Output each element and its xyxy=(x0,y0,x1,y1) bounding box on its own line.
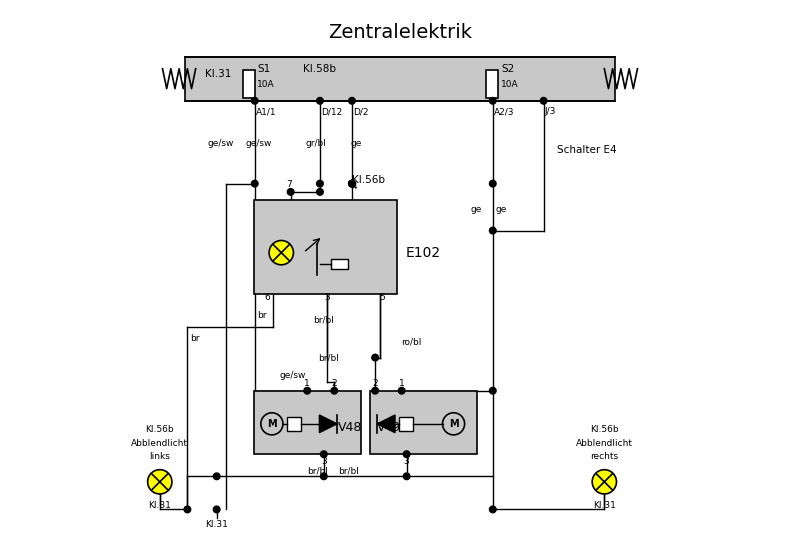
Text: gr/bl: gr/bl xyxy=(305,139,326,148)
Circle shape xyxy=(148,470,172,494)
Circle shape xyxy=(261,413,283,435)
Text: 3: 3 xyxy=(324,293,330,302)
Text: br: br xyxy=(257,311,266,320)
Circle shape xyxy=(592,470,617,494)
Text: ge/sw: ge/sw xyxy=(207,139,234,148)
Text: 1: 1 xyxy=(398,379,405,388)
Circle shape xyxy=(490,180,496,187)
Circle shape xyxy=(398,387,405,394)
Circle shape xyxy=(490,387,496,394)
Circle shape xyxy=(540,98,547,104)
Circle shape xyxy=(372,387,378,394)
Text: 5: 5 xyxy=(379,293,386,302)
Circle shape xyxy=(304,387,310,394)
Text: V49: V49 xyxy=(377,421,401,434)
Text: A2/3: A2/3 xyxy=(494,108,514,117)
Text: V48: V48 xyxy=(338,421,362,434)
Text: Kl.56b: Kl.56b xyxy=(146,425,174,434)
Text: Kl.56b: Kl.56b xyxy=(590,425,618,434)
Text: ge/sw: ge/sw xyxy=(279,371,306,380)
Circle shape xyxy=(321,473,327,480)
Circle shape xyxy=(403,473,410,480)
Circle shape xyxy=(321,451,327,457)
Text: A1/1: A1/1 xyxy=(256,108,277,117)
Text: Abblendlicht: Abblendlicht xyxy=(131,438,188,447)
Text: S2: S2 xyxy=(501,64,514,74)
Circle shape xyxy=(184,506,190,513)
Circle shape xyxy=(442,413,465,435)
Text: Kl.56b: Kl.56b xyxy=(352,175,385,185)
Text: ge: ge xyxy=(495,205,506,214)
Circle shape xyxy=(269,240,294,265)
Circle shape xyxy=(317,98,323,104)
Polygon shape xyxy=(319,415,337,433)
Text: Kl.31: Kl.31 xyxy=(593,501,616,509)
Text: D/2: D/2 xyxy=(353,108,369,117)
Circle shape xyxy=(349,180,355,187)
Text: D/12: D/12 xyxy=(321,108,342,117)
Circle shape xyxy=(403,451,410,457)
Text: M: M xyxy=(449,419,458,429)
Polygon shape xyxy=(378,415,395,433)
Text: 10A: 10A xyxy=(257,79,274,88)
Text: br/bl: br/bl xyxy=(338,466,359,476)
Text: Kl.31: Kl.31 xyxy=(148,501,171,509)
Bar xyxy=(486,70,498,98)
Text: Kl.58b: Kl.58b xyxy=(303,64,337,74)
Circle shape xyxy=(490,227,496,234)
Circle shape xyxy=(287,189,294,195)
Bar xyxy=(254,391,362,454)
Bar xyxy=(331,259,347,269)
Text: 6: 6 xyxy=(265,293,270,302)
Circle shape xyxy=(490,98,496,104)
Text: Abblendlicht: Abblendlicht xyxy=(576,438,633,447)
Text: 1: 1 xyxy=(304,379,310,388)
Text: br/bl: br/bl xyxy=(318,354,338,362)
Text: ro/bl: ro/bl xyxy=(401,337,422,346)
Text: Kl.31: Kl.31 xyxy=(206,521,228,529)
Text: br/bl: br/bl xyxy=(314,315,334,324)
Text: 7: 7 xyxy=(286,180,293,189)
Bar xyxy=(185,57,615,101)
Circle shape xyxy=(251,98,258,104)
Text: br/bl: br/bl xyxy=(306,466,328,476)
Text: 3: 3 xyxy=(321,457,326,466)
Bar xyxy=(286,417,301,431)
Circle shape xyxy=(317,189,323,195)
Text: br: br xyxy=(190,334,199,342)
Text: Schalter E4: Schalter E4 xyxy=(558,145,617,155)
Text: 3: 3 xyxy=(404,457,410,466)
Text: ge: ge xyxy=(350,139,362,148)
Text: Zentralelektrik: Zentralelektrik xyxy=(328,23,472,43)
Text: 2: 2 xyxy=(372,379,378,388)
Text: ge: ge xyxy=(470,205,482,214)
Circle shape xyxy=(349,98,355,104)
Circle shape xyxy=(349,180,355,187)
Circle shape xyxy=(349,180,355,187)
Text: S1: S1 xyxy=(257,64,270,74)
Circle shape xyxy=(490,506,496,513)
Circle shape xyxy=(372,354,378,361)
Text: 4: 4 xyxy=(352,182,358,191)
Circle shape xyxy=(317,180,323,187)
Text: 10A: 10A xyxy=(501,79,518,88)
Text: rechts: rechts xyxy=(590,452,618,461)
Text: J/3: J/3 xyxy=(545,108,556,117)
Text: M: M xyxy=(267,419,277,429)
Circle shape xyxy=(214,506,220,513)
Bar xyxy=(242,70,254,98)
Bar xyxy=(254,200,398,294)
Text: Kl.31: Kl.31 xyxy=(205,69,231,79)
Text: ge/sw: ge/sw xyxy=(246,139,272,148)
Text: 2: 2 xyxy=(331,379,337,388)
Bar xyxy=(399,417,413,431)
Circle shape xyxy=(251,180,258,187)
Circle shape xyxy=(331,387,338,394)
Circle shape xyxy=(214,473,220,480)
Bar xyxy=(370,391,478,454)
Text: links: links xyxy=(150,452,170,461)
Text: E102: E102 xyxy=(406,246,441,260)
